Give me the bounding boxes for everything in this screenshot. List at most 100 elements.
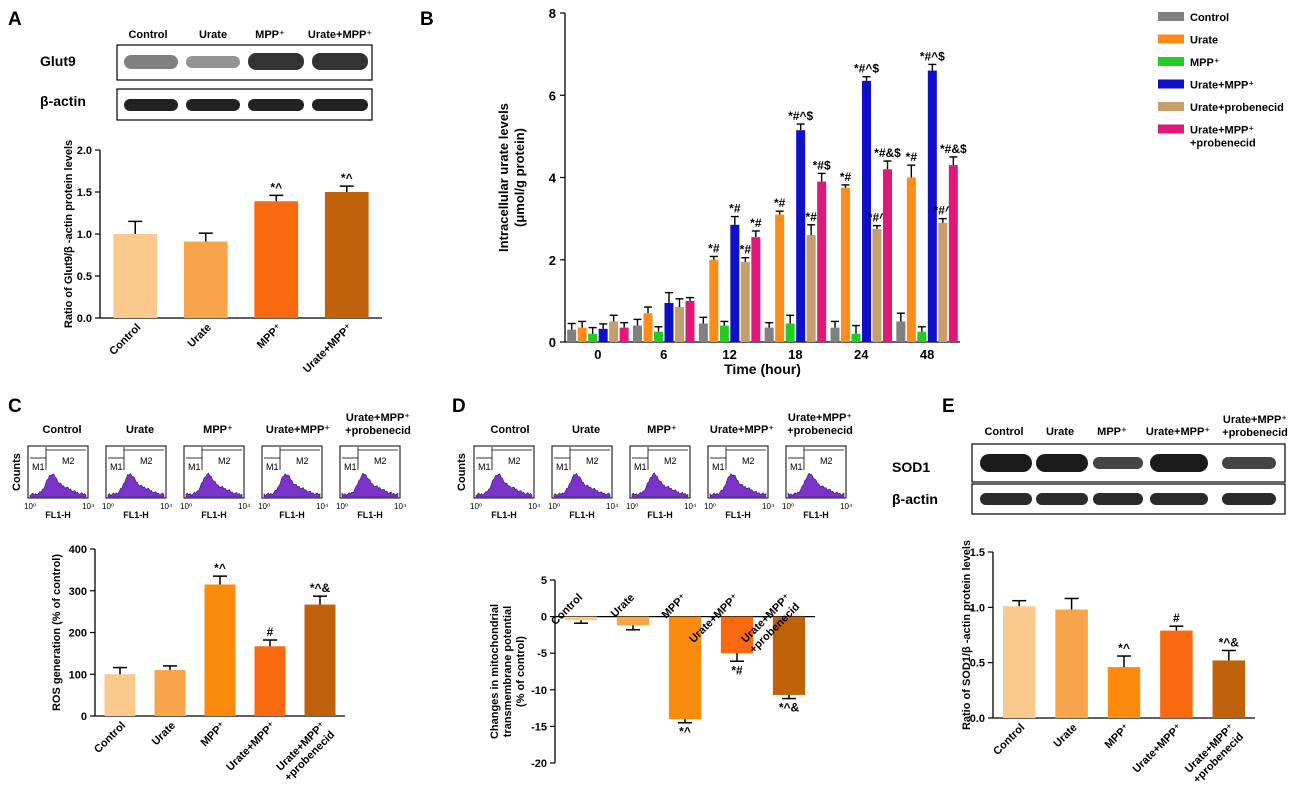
- B-bar-4-0: [609, 321, 619, 342]
- C-y-tick-label: 400: [69, 544, 87, 556]
- D-flow-xmax-2: 10⁴: [684, 502, 697, 511]
- A-sig-2: *^: [270, 180, 282, 194]
- C-flow-histogram-4: [341, 472, 399, 498]
- C-flow-xmax-2: 10⁴: [238, 502, 251, 511]
- B-bar-3-1: [664, 302, 674, 342]
- C-flow-xmin-0: 10⁰: [24, 502, 36, 511]
- B-y-axis-label-0: Intracellular urate levels: [496, 103, 511, 252]
- B-legend-swatch-5: [1158, 124, 1184, 134]
- panel-e-col-control: Control: [984, 426, 1023, 438]
- C-y-tick-label: 300: [69, 586, 87, 598]
- B-y-tick-label: 8: [549, 6, 556, 21]
- C-bar-4: [304, 604, 336, 716]
- B-bar-0-2: [698, 323, 708, 342]
- C-bar-1: [154, 670, 186, 716]
- E-y-tick-label: 1.5: [970, 547, 985, 559]
- B-bar-0-4: [830, 327, 840, 342]
- C-flow-m1-label-2: M1: [188, 462, 201, 472]
- D-y-tick-label: 5: [541, 575, 547, 587]
- B-legend-swatch-1: [1158, 34, 1184, 44]
- E-category-label-2: MPP⁺: [1103, 722, 1133, 752]
- D-flow-xmin-3: 10⁰: [704, 502, 716, 511]
- D-flow-m2-label-3: M2: [742, 456, 755, 466]
- panel-e-chart: 0.0 0.5 1.0 1.5 Control Urate *^ MPP⁺ # Urate+MPP…: [961, 540, 1255, 786]
- B-bar-1-1: [643, 313, 653, 342]
- panel-e-label: E: [942, 396, 955, 417]
- A-y-tick-label: 1.0: [77, 229, 92, 241]
- panel-e-col-urate-mpp-prob: Urate+MPP⁺: [1223, 414, 1287, 426]
- B-sig-5-3: *#$: [813, 158, 831, 172]
- panel-d-col-mpp: MPP⁺: [647, 424, 677, 436]
- D-flow-m1-label-1: M1: [556, 462, 569, 472]
- B-bar-1-0: [577, 327, 587, 342]
- B-sig-3-5: *#^$: [920, 49, 945, 63]
- D-bar-1: [616, 616, 650, 626]
- C-flow-xlabel-0: FL1-H: [45, 510, 71, 520]
- A-bar-2: [254, 201, 299, 318]
- B-bar-3-2: [730, 224, 740, 342]
- D-flow-xlabel-2: FL1-H: [647, 510, 673, 520]
- B-category-label-4: 24: [854, 347, 869, 362]
- B-y-tick-label: 2: [549, 253, 556, 268]
- C-flow-m2-label-3: M2: [296, 456, 309, 466]
- C-bar-0: [104, 674, 136, 716]
- D-y-tick-label: -15: [531, 721, 547, 733]
- B-category-label-5: 48: [920, 347, 934, 362]
- B-bar-5-0: [619, 327, 629, 342]
- D-flow-xlabel-3: FL1-H: [725, 510, 751, 520]
- panel-d-col-urate: Urate: [572, 424, 600, 436]
- D-y-tick-label: -20: [531, 758, 547, 770]
- A-bar-3: [324, 192, 369, 318]
- D-flow-xmax-1: 10⁴: [606, 502, 619, 511]
- panel-e-blot-header: Control Urate MPP⁺ Urate+MPP⁺ Urate+MPP⁺…: [984, 414, 1287, 439]
- B-bar-1-5: [906, 177, 916, 342]
- C-flow-m1-label-3: M1: [266, 462, 279, 472]
- C-flow-xmax-3: 10⁴: [316, 502, 329, 511]
- D-bar-3: [720, 616, 754, 654]
- A-bar-1: [183, 241, 228, 318]
- C-flow-histogram-3: [263, 473, 321, 498]
- B-bar-2-0: [588, 333, 598, 342]
- C-y-tick-label: 0: [81, 711, 87, 723]
- panel-c-col-urate: Urate: [126, 424, 154, 436]
- D-flow-xmin-4: 10⁰: [782, 502, 794, 511]
- D-bar-0: [564, 616, 598, 621]
- B-legend-label-5: Urate+MPP⁺ +probenecid: [1190, 125, 1256, 150]
- A-y-tick-label: 0.5: [77, 271, 92, 283]
- B-legend-swatch-4: [1158, 102, 1184, 111]
- B-bar-5-5: [948, 165, 958, 342]
- D-bar-2: [668, 616, 702, 720]
- B-bar-4-1: [675, 307, 684, 342]
- C-flow-plot-4: M1 M2 10⁰ 10⁴ FL1-H: [336, 445, 407, 520]
- C-flow-xlabel-1: FL1-H: [123, 510, 149, 520]
- C-flow-xmax-1: 10⁴: [160, 502, 173, 511]
- B-legend-label-3: Urate+MPP⁺: [1190, 80, 1254, 92]
- E-sig-4: *^&: [1219, 635, 1240, 649]
- C-flow-xmin-3: 10⁰: [258, 502, 270, 511]
- panel-c-flow-histograms: Control Urate MPP⁺ Urate+MPP⁺ Urate+MPP⁺…: [11, 412, 411, 520]
- C-flow-xlabel-4: FL1-H: [357, 510, 383, 520]
- C-y-axis-label-0: ROS generation (% of control): [51, 554, 63, 711]
- B-y-axis-label-1: (μmol/g protein): [512, 128, 527, 227]
- B-bar-5-4: [883, 169, 892, 342]
- B-bar-1-4: [841, 187, 850, 342]
- C-category-label-3: Urate+MPP⁺: [224, 720, 278, 774]
- A-category-label-0: Control: [107, 322, 143, 358]
- C-flow-m2-label-2: M2: [218, 456, 231, 466]
- E-category-label-4: Urate+MPP⁺+probenecid: [1182, 722, 1246, 786]
- D-y-axis-label-1: transmembrane potential: [502, 606, 514, 737]
- E-y-tick-label: 1.0: [970, 602, 985, 614]
- B-legend-label-4: Urate+probenecid: [1190, 102, 1284, 114]
- D-y-axis-label-0: Changes in mitochondrial: [489, 604, 501, 739]
- B-bar-4-3: [806, 235, 816, 342]
- A-y-tick-label: 0.0: [77, 313, 92, 325]
- B-sig-3-2: *#: [729, 202, 741, 216]
- D-sig-4: *^&: [779, 701, 800, 715]
- D-flow-frame-2: [629, 445, 691, 499]
- D-flow-plot-2: M1 M2 10⁰ 10⁴ FL1-H: [626, 445, 697, 520]
- E-category-label-1: Urate: [1051, 722, 1079, 750]
- B-bar-0-5: [896, 321, 906, 342]
